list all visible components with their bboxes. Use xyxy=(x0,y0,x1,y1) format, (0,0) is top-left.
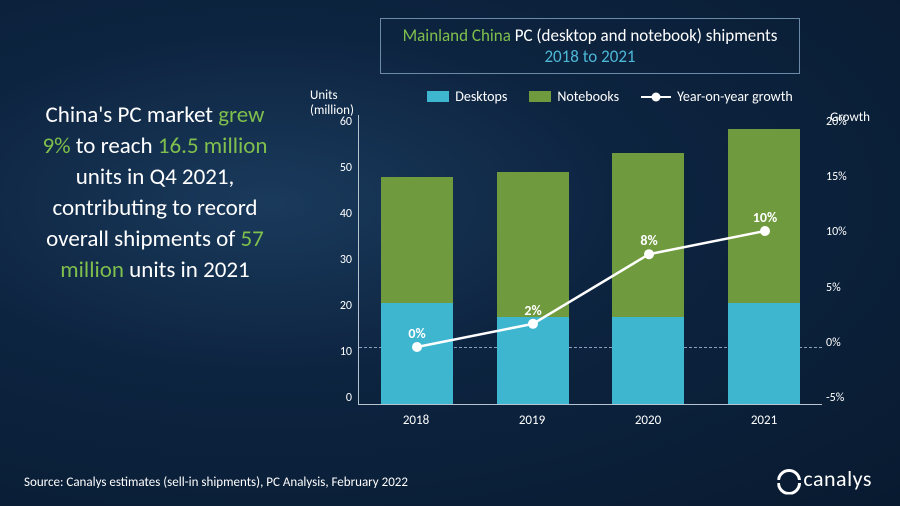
canalys-icon xyxy=(777,469,797,489)
y-axis-left-label: Units(million) xyxy=(310,88,354,118)
growth-data-label: 10% xyxy=(753,209,777,226)
x-tick-label: 2021 xyxy=(751,413,777,428)
plot: 6050403020100 20%15%10%5%0%-5% 0%2%8%10% xyxy=(358,115,822,405)
chart-title-suffix: PC (desktop and notebook) shipments xyxy=(511,25,778,46)
x-axis-labels: 2018 2019 2020 2021 xyxy=(358,413,822,428)
x-tick-label: 2018 xyxy=(403,413,429,428)
growth-data-label: 8% xyxy=(640,232,657,249)
brand-logo: canalys xyxy=(777,465,872,492)
brand-name: canalys xyxy=(803,465,872,492)
x-tick-label: 2019 xyxy=(519,413,545,428)
x-tick-label: 2020 xyxy=(635,413,661,428)
legend-label-growth: Year-on-year growth xyxy=(677,88,793,105)
legend-swatch-desktops xyxy=(427,91,449,102)
chart-title-subtitle: 2018 to 2021 xyxy=(544,46,635,67)
legend-label-notebooks: Notebooks xyxy=(557,88,619,105)
legend-label-desktops: Desktops xyxy=(455,88,507,105)
y-right-ticks: 20%15%10%5%0%-5% xyxy=(826,115,864,405)
y-left-ticks: 6050403020100 xyxy=(328,115,352,405)
legend: Desktops Notebooks Year-on-year growth xyxy=(310,88,870,105)
legend-growth: Year-on-year growth xyxy=(641,88,793,105)
growth-line xyxy=(359,115,823,405)
legend-desktops: Desktops xyxy=(427,88,507,105)
headline-text: China's PC market grew 9% to reach 16.5 … xyxy=(0,0,300,506)
legend-line-icon xyxy=(641,96,671,98)
legend-swatch-notebooks xyxy=(529,91,551,102)
source-citation: Source: Canalys estimates (sell-in shipm… xyxy=(24,475,408,490)
growth-data-label: 0% xyxy=(408,325,425,342)
legend-notebooks: Notebooks xyxy=(529,88,619,105)
chart-area: Units(million) Growth Desktops Notebooks… xyxy=(310,88,870,428)
growth-data-label: 2% xyxy=(524,302,541,319)
chart-title-prefix: Mainland China xyxy=(403,25,511,46)
chart-title: Mainland China PC (desktop and notebook)… xyxy=(380,18,801,74)
plot-inner: 0% 2% 8% 10% xyxy=(358,115,822,405)
